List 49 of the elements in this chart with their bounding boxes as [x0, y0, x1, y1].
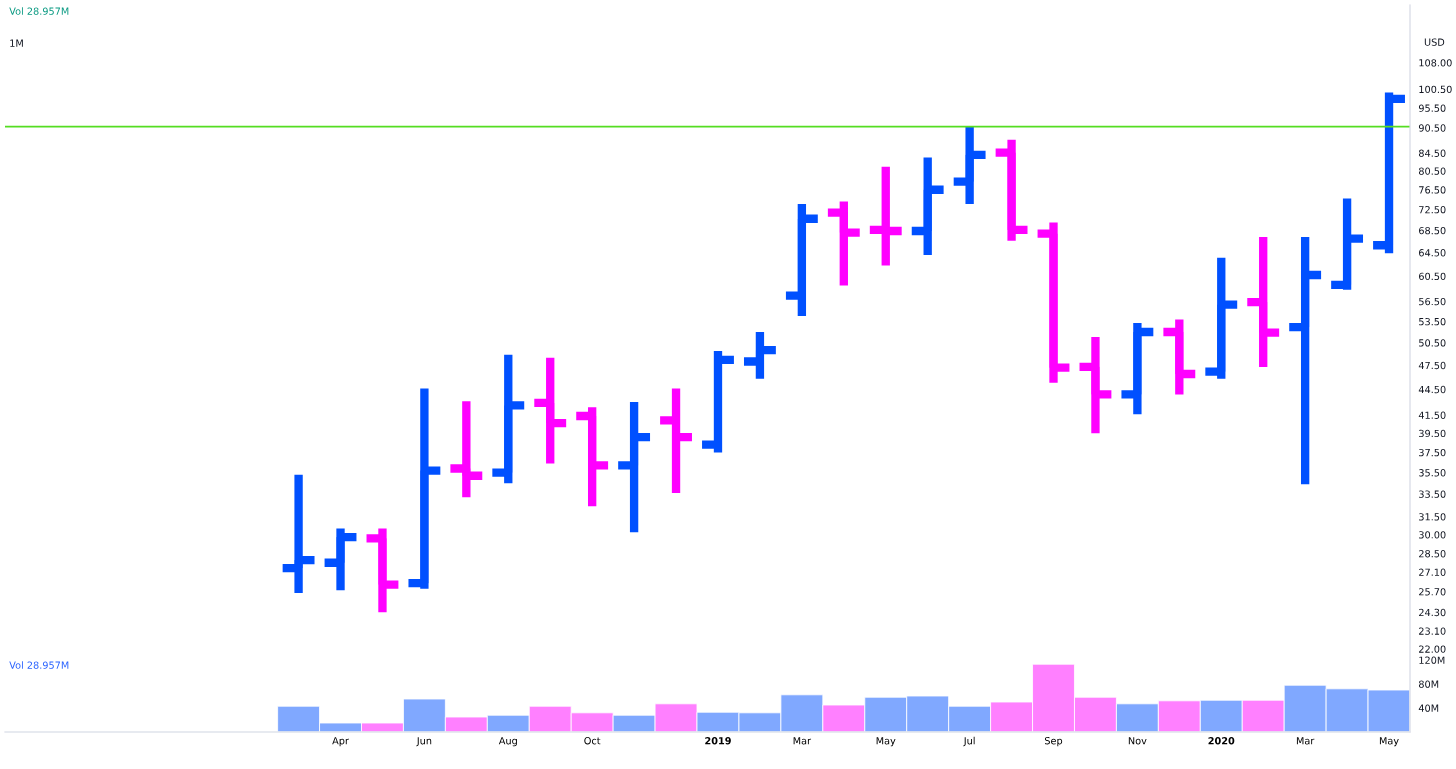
y2-tick-label: 40M: [1418, 704, 1439, 712]
y-axis-title: USD: [1424, 38, 1445, 46]
x-tick-label: Mar: [793, 737, 812, 745]
text: 1M: [10, 39, 23, 47]
y-tick-label: 72.50: [1419, 206, 1446, 214]
y-tick-label: 50.50: [1419, 339, 1446, 347]
y-tick-label: 33.50: [1419, 490, 1446, 498]
y-tick-label: 68.50: [1419, 226, 1446, 235]
x-tick-label: Aug: [498, 737, 517, 747]
y-tick-label: 37.50: [1419, 448, 1446, 457]
x-tick-label: May: [1379, 737, 1399, 747]
y-tick-label: 64.50: [1419, 249, 1446, 257]
y-tick-label: 53.50: [1419, 317, 1446, 326]
y-tick-label: 60.50: [1419, 272, 1446, 281]
y-tick-label: 39.50: [1419, 429, 1446, 438]
y2-tick-label: 120M: [1419, 656, 1445, 664]
y-tick-label: 35.50: [1419, 469, 1446, 477]
y-tick-label: 41.50: [1418, 411, 1446, 419]
x-tick-label: Sep: [1044, 737, 1063, 747]
y-tick-label: 56.50: [1419, 297, 1446, 306]
x-tick-label: Jul: [963, 736, 975, 747]
y-tick-label: 44.50: [1418, 385, 1446, 394]
x-tick-label: Oct: [584, 737, 601, 745]
x-tick-label: Jun: [416, 737, 432, 747]
y-tick-label: 90.50: [1418, 124, 1446, 132]
y-tick-label: 27.10: [1419, 568, 1446, 576]
x-tick-label: 2019: [705, 737, 731, 745]
y-tick-label: 84.50: [1418, 149, 1446, 157]
y-tick-label: 23.10: [1419, 627, 1446, 635]
y-tick-label: 24.30: [1419, 608, 1446, 617]
y-tick-label: 30.00: [1419, 531, 1446, 539]
x-tick-label: Nov: [1128, 737, 1147, 745]
y-tick-label: 31.50: [1419, 513, 1446, 521]
y-tick-label: 108.00: [1419, 59, 1452, 67]
x-tick-label: Mar: [1296, 737, 1315, 745]
x-tick-label: 2020: [1208, 737, 1235, 745]
y-tick-label: 76.50: [1419, 186, 1446, 194]
y-tick-label: 47.50: [1418, 361, 1446, 370]
y2-tick-label: 80M: [1418, 680, 1439, 688]
x-tick-label: Apr: [332, 737, 349, 747]
y-tick-label: 100.50: [1419, 85, 1452, 94]
x-tick-label: May: [876, 737, 896, 747]
y-tick-label: 28.50: [1419, 550, 1446, 558]
y-tick-label: 25.70: [1419, 588, 1446, 596]
text: Vol 28.957M: [9, 661, 69, 669]
y-tick-label: 80.50: [1418, 167, 1446, 175]
y-tick-label: 95.50: [1418, 104, 1446, 112]
y-tick-label: 22.00: [1419, 645, 1446, 653]
text: Vol 28.957M: [9, 7, 69, 15]
